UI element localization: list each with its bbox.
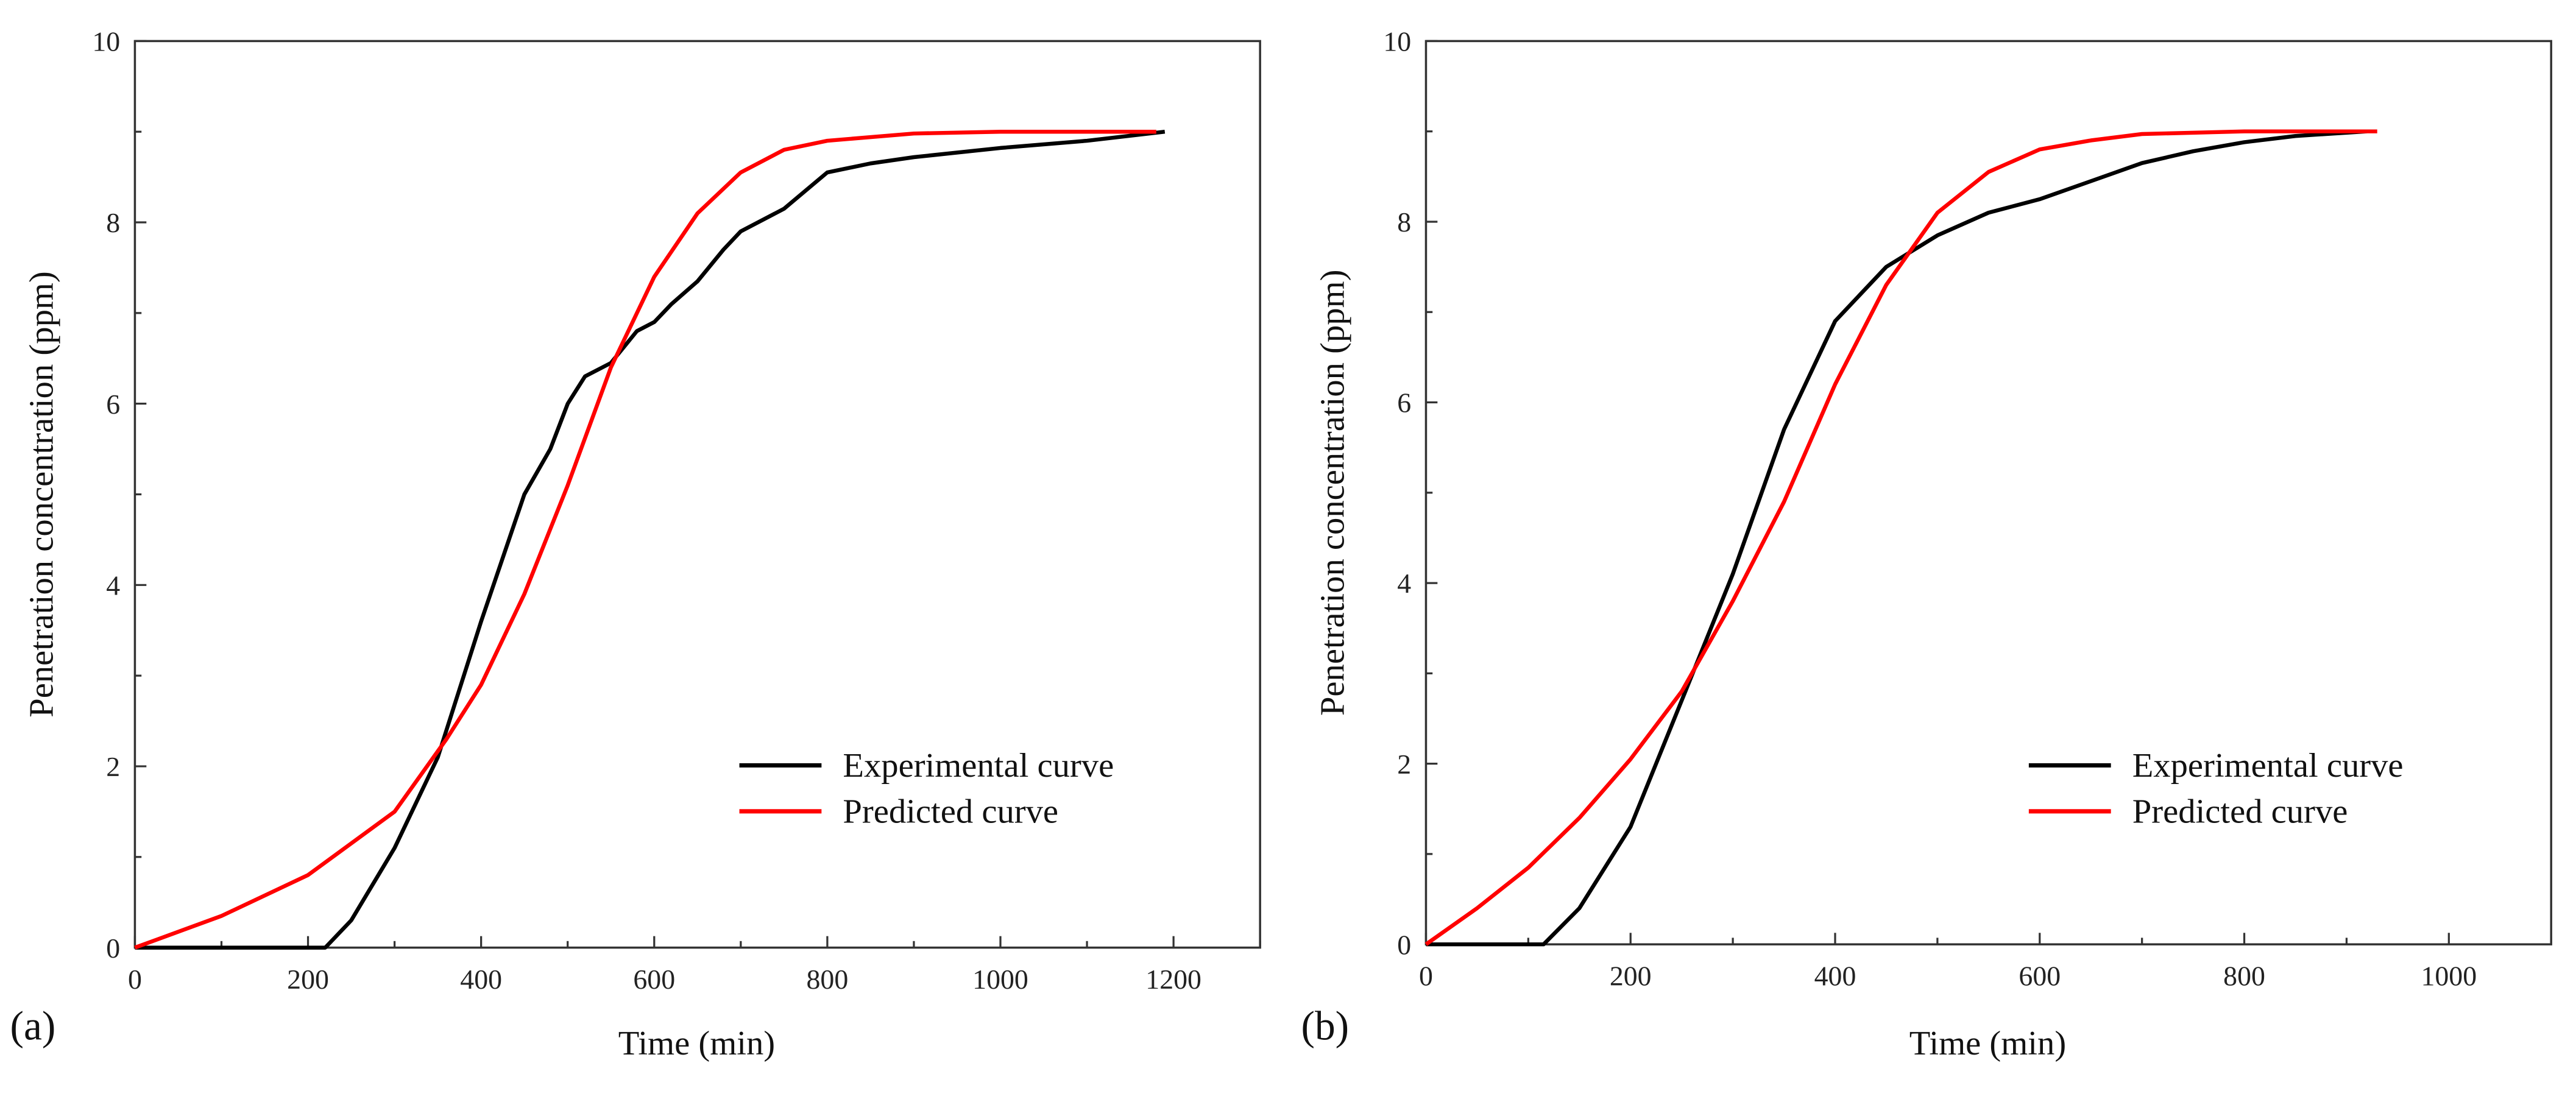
x-tick-label: 1200	[1145, 964, 1201, 995]
y-tick-label: 6	[1397, 387, 1411, 419]
y-tick-label: 8	[106, 207, 120, 238]
x-tick-label: 600	[633, 964, 675, 995]
x-tick-label: 1000	[2421, 961, 2477, 992]
y-tick-label: 8	[1397, 207, 1411, 238]
y-tick-label: 10	[92, 26, 120, 57]
panel-label: (b)	[1301, 1003, 1350, 1049]
x-tick-label: 1000	[972, 964, 1028, 995]
y-axis-label: Penetration concentration (ppm)	[23, 271, 61, 718]
plot-frame	[1424, 40, 2552, 945]
legend-label: Experimental curve	[2132, 747, 2404, 785]
y-tick-label: 2	[106, 751, 120, 782]
x-axis-label: Time (min)	[618, 1025, 775, 1062]
x-tick-label: 200	[287, 964, 329, 995]
plot-frame	[133, 40, 1261, 949]
series-line-experimental	[135, 130, 1166, 950]
y-tick-label: 6	[106, 389, 120, 420]
x-tick-label: 800	[807, 964, 849, 995]
series-line-predicted	[134, 129, 1156, 950]
x-tick-label: 0	[128, 964, 142, 995]
y-tick-label: 0	[1397, 929, 1411, 960]
legend-label: Experimental curve	[843, 747, 1114, 785]
y-tick-label: 0	[106, 933, 120, 964]
series-line-predicted	[1424, 129, 2377, 946]
x-axis-label: Time (min)	[1909, 1025, 2066, 1062]
chart-panel-a: 0 200 400 600 800 1000 1200 0 2 4 6 8 10 Time (min) Pe…	[10, 26, 1261, 1062]
y-tick-label: 4	[1397, 568, 1411, 599]
legend-label: Predicted curve	[2132, 793, 2348, 831]
chart-panel-b: 0 200 400 600 800 1000 0 2 4 6 8 10 Time (min) Penetr…	[1301, 26, 2552, 1062]
x-tick-label: 400	[1814, 961, 1856, 992]
x-tick-label: 400	[460, 964, 502, 995]
x-tick-label: 600	[2019, 961, 2061, 992]
y-tick-label: 10	[1383, 26, 1411, 57]
x-tick-label: 800	[2223, 961, 2265, 992]
x-tick-label: 0	[1419, 961, 1433, 992]
y-axis-label: Penetration concentration (ppm)	[1314, 270, 1352, 716]
legend-label: Predicted curve	[843, 793, 1058, 831]
x-tick-label: 200	[1610, 961, 1652, 992]
panel-label: (a)	[10, 1003, 56, 1049]
y-tick-label: 4	[106, 570, 120, 601]
y-tick-label: 2	[1397, 749, 1411, 780]
